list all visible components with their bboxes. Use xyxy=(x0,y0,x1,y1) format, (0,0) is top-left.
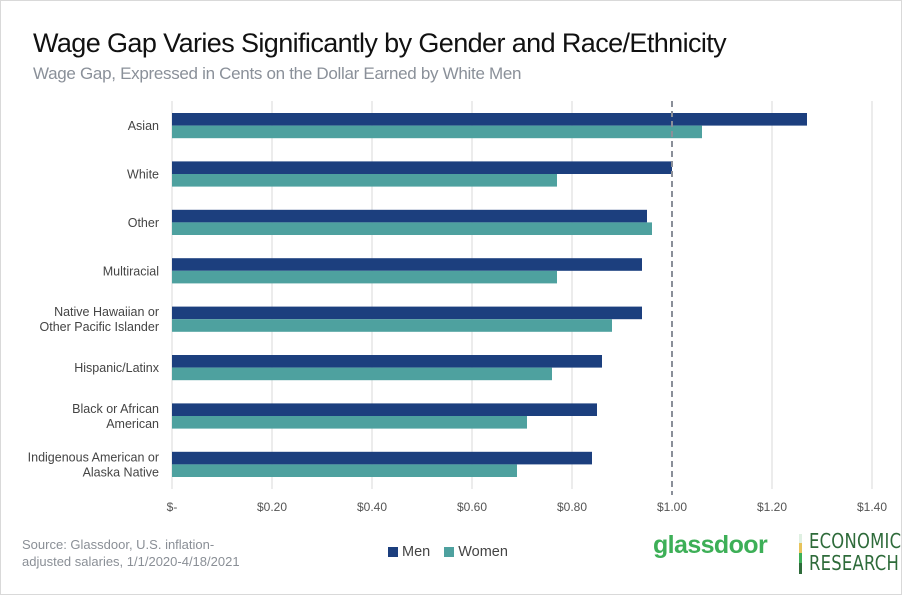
chart-title: Wage Gap Varies Significantly by Gender … xyxy=(33,28,727,58)
category-label: Indigenous American or Alaska Native xyxy=(28,450,159,479)
bar-men xyxy=(172,355,602,368)
legend-label-men: Men xyxy=(402,544,431,560)
source-line-1: Source: Glassdoor, U.S. inflation- xyxy=(22,537,215,552)
category-label: White xyxy=(127,168,159,182)
category-label-line: Hispanic/Latinx xyxy=(74,361,160,375)
category-label-line: Black or African xyxy=(72,402,159,416)
category-label-line: American xyxy=(106,417,159,431)
category-label-line: Multiracial xyxy=(103,264,159,278)
legend: Men Women xyxy=(388,544,508,560)
category-label: Other xyxy=(128,216,159,230)
category-label: Multiracial xyxy=(103,264,159,278)
bar-men xyxy=(172,258,642,271)
bar-men xyxy=(172,306,642,320)
logo-divider xyxy=(799,534,802,574)
x-tick-label: $1.40 xyxy=(857,500,887,514)
bar-women xyxy=(172,464,517,477)
x-tick-label: $- xyxy=(167,500,178,514)
category-label-line: Other Pacific Islander xyxy=(40,320,160,334)
source-note: Source: Glassdoor, U.S. inflation- adjus… xyxy=(22,536,282,570)
bar-women xyxy=(172,416,527,429)
category-label-line: White xyxy=(127,168,159,182)
bars xyxy=(172,113,807,477)
bar-men xyxy=(172,161,672,174)
x-tick-label: $1.00 xyxy=(657,500,687,514)
legend-item-women: Women xyxy=(444,544,508,560)
bar-women xyxy=(172,222,652,235)
x-tick-label: $0.40 xyxy=(357,500,387,514)
chart-subtitle: Wage Gap, Expressed in Cents on the Doll… xyxy=(33,64,522,83)
logo-economic-research-text: ECONOMIC RESEARCH xyxy=(809,530,901,574)
source-line-2: adjusted salaries, 1/1/2020-4/18/2021 xyxy=(22,554,240,569)
category-label-line: Other xyxy=(128,216,159,230)
category-label: Hispanic/Latinx xyxy=(74,361,160,375)
bar-women xyxy=(172,270,557,284)
bar-men xyxy=(172,403,597,416)
x-axis-tick-labels: $- $0.20 $0.40 $0.60 $0.80 $1.00 $1.20 $1.40 xyxy=(167,500,888,514)
logo-wordmark: glassdoor xyxy=(653,531,768,559)
x-tick-label: $0.20 xyxy=(257,500,287,514)
legend-swatch-men xyxy=(388,547,398,557)
x-tick-label: $1.20 xyxy=(757,500,787,514)
x-tick-label: $0.60 xyxy=(457,500,487,514)
category-label: Black or African American xyxy=(72,402,159,431)
gridlines xyxy=(171,101,873,489)
bar-women xyxy=(172,319,612,332)
category-label-line: Indigenous American or xyxy=(28,450,159,464)
category-label: Asian xyxy=(128,119,159,133)
bar-men xyxy=(172,209,647,223)
bar-women xyxy=(172,367,552,381)
category-label-line: Native Hawaiian or xyxy=(54,305,159,319)
category-labels: Asian White Other Multiracial Native Hawaiia… xyxy=(28,119,160,479)
legend-item-men: Men xyxy=(388,544,430,560)
legend-label-women: Women xyxy=(458,544,508,560)
bar-women xyxy=(172,174,557,187)
category-label-line: Asian xyxy=(128,119,159,133)
logo-line-economic: ECONOMIC xyxy=(809,529,902,553)
bar-women xyxy=(172,125,702,139)
bar-men xyxy=(172,113,807,126)
x-tick-label: $0.80 xyxy=(557,500,587,514)
logo-line-research: RESEARCH xyxy=(809,551,900,575)
category-label: Native Hawaiian or Other Pacific Islander xyxy=(40,305,160,334)
bar-men xyxy=(172,451,592,465)
legend-swatch-women xyxy=(444,547,455,557)
category-label-line: Alaska Native xyxy=(83,465,159,479)
